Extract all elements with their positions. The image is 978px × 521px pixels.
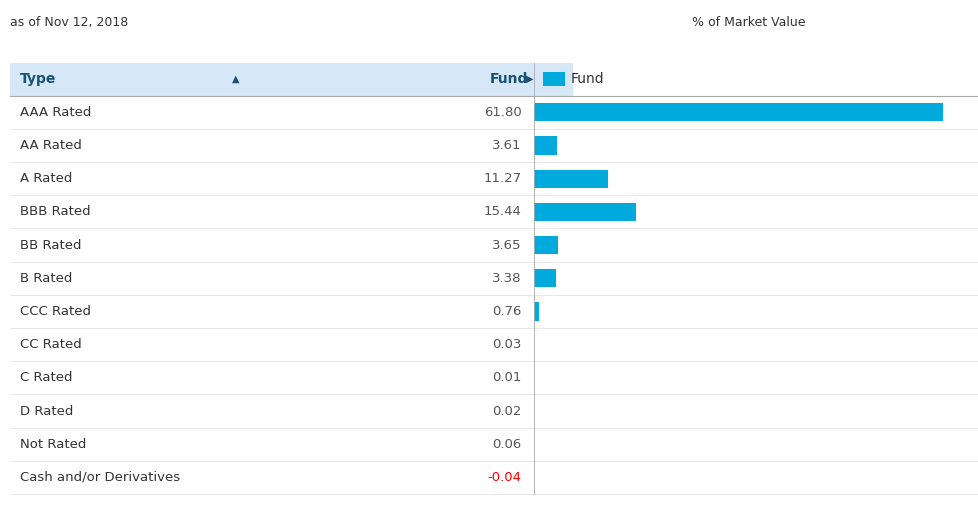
Text: ▶: ▶: [525, 74, 533, 84]
Text: 15.44: 15.44: [483, 205, 521, 218]
Text: 61.80: 61.80: [483, 106, 521, 119]
Text: % of Market Value: % of Market Value: [691, 16, 805, 29]
Text: 0.02: 0.02: [492, 404, 521, 417]
Text: as of Nov 12, 2018: as of Nov 12, 2018: [10, 16, 128, 29]
Bar: [533, 103, 942, 121]
Text: ▲: ▲: [232, 74, 240, 84]
Text: BBB Rated: BBB Rated: [20, 205, 90, 218]
Bar: [543, 72, 564, 86]
Text: 0.01: 0.01: [492, 371, 521, 384]
Text: 0.06: 0.06: [492, 438, 521, 451]
Text: 0.03: 0.03: [492, 338, 521, 351]
Text: 3.61: 3.61: [492, 139, 521, 152]
Text: AA Rated: AA Rated: [20, 139, 81, 152]
Text: 3.38: 3.38: [492, 272, 521, 285]
Text: B Rated: B Rated: [20, 272, 71, 285]
Bar: [533, 169, 607, 188]
Text: 0.76: 0.76: [492, 305, 521, 318]
Text: 11.27: 11.27: [483, 172, 521, 185]
Bar: [533, 137, 556, 155]
Text: Type: Type: [20, 72, 56, 86]
Bar: [533, 236, 557, 254]
Text: BB Rated: BB Rated: [20, 239, 81, 252]
Text: Cash and/or Derivatives: Cash and/or Derivatives: [20, 471, 180, 484]
Bar: [533, 302, 538, 320]
Text: CCC Rated: CCC Rated: [20, 305, 91, 318]
Bar: [10, 63, 572, 96]
Text: AAA Rated: AAA Rated: [20, 106, 91, 119]
Text: C Rated: C Rated: [20, 371, 72, 384]
Text: Fund: Fund: [489, 72, 527, 86]
Text: D Rated: D Rated: [20, 404, 73, 417]
Text: A Rated: A Rated: [20, 172, 71, 185]
Bar: [533, 203, 636, 221]
Bar: [533, 269, 556, 288]
Text: Fund: Fund: [570, 72, 603, 86]
Text: 3.65: 3.65: [492, 239, 521, 252]
Text: CC Rated: CC Rated: [20, 338, 81, 351]
Text: -0.04: -0.04: [487, 471, 521, 484]
Text: Not Rated: Not Rated: [20, 438, 86, 451]
